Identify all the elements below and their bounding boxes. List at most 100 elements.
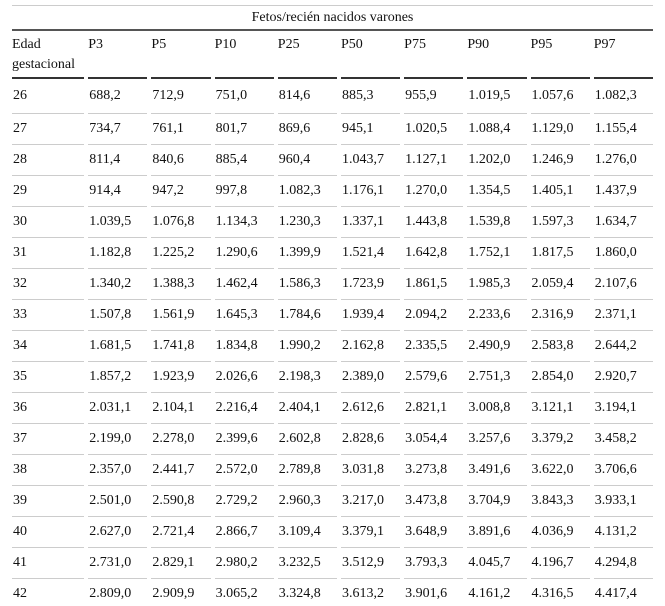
table-cell: 2.602,8 bbox=[277, 424, 337, 455]
table-row: 40 2.627,0 2.721,4 2.866,7 3.109,4 3.379,1 3.6… bbox=[12, 517, 653, 548]
table-cell: 945,1 bbox=[340, 114, 401, 145]
table-cell: 3.891,6 bbox=[467, 517, 527, 548]
table-cell: 3.512,9 bbox=[340, 548, 401, 579]
table-cell: 2.828,6 bbox=[340, 424, 401, 455]
table-cell: 1.437,9 bbox=[593, 176, 653, 207]
table-cell: 2.644,2 bbox=[593, 331, 653, 362]
table-cell: 2.216,4 bbox=[214, 393, 274, 424]
table-cell: 1.354,5 bbox=[467, 176, 527, 207]
column-header: P10 bbox=[214, 31, 274, 79]
table-cell: 2.026,6 bbox=[214, 362, 274, 393]
table-cell: 2.371,1 bbox=[593, 300, 653, 331]
table-cell: 3.031,8 bbox=[340, 455, 401, 486]
table-cell: 4.196,7 bbox=[530, 548, 590, 579]
table-cell: 2.031,1 bbox=[88, 393, 148, 424]
table-cell: 869,6 bbox=[277, 114, 337, 145]
table-cell: 1.176,1 bbox=[340, 176, 401, 207]
table-cell: 885,4 bbox=[214, 145, 274, 176]
row-label: 32 bbox=[12, 269, 85, 300]
table-cell: 914,4 bbox=[88, 176, 148, 207]
table-cell: 2.854,0 bbox=[530, 362, 590, 393]
row-label: 35 bbox=[12, 362, 85, 393]
table-cell: 4.294,8 bbox=[593, 548, 653, 579]
row-label: 39 bbox=[12, 486, 85, 517]
row-label: 27 bbox=[12, 114, 85, 145]
row-label: 29 bbox=[12, 176, 85, 207]
table-cell: 3.065,2 bbox=[215, 579, 274, 606]
table-cell: 1.202,0 bbox=[467, 145, 527, 176]
table-cell: 1.082,3 bbox=[277, 176, 337, 207]
table-cell: 3.054,4 bbox=[404, 424, 464, 455]
table-cell: 1.088,4 bbox=[467, 114, 527, 145]
table-row: 30 1.039,5 1.076,8 1.134,3 1.230,3 1.337,1 1.4… bbox=[12, 207, 653, 238]
table-cell: 2.162,8 bbox=[340, 331, 401, 362]
table-cell: 3.648,9 bbox=[404, 517, 464, 548]
table-cell: 1.784,6 bbox=[277, 300, 337, 331]
table-cell: 1.521,4 bbox=[340, 238, 401, 269]
row-label: 31 bbox=[12, 238, 85, 269]
table-row: 42 2.809,0 2.909,9 3.065,2 3.324,8 3.613,2 3.9… bbox=[12, 579, 653, 606]
table-cell: 4.045,7 bbox=[467, 548, 527, 579]
table-cell: 3.232,5 bbox=[277, 548, 337, 579]
table-cell: 1.443,8 bbox=[404, 207, 464, 238]
table-cell: 2.627,0 bbox=[88, 517, 148, 548]
table-cell: 1.752,1 bbox=[467, 238, 527, 269]
table-cell: 761,1 bbox=[151, 114, 211, 145]
table-cell: 1.082,3 bbox=[593, 79, 653, 114]
table-cell: 688,2 bbox=[88, 79, 148, 114]
data-table: Fetos/recién nacidos varones Edad gestac… bbox=[8, 5, 657, 606]
table-cell: 2.316,9 bbox=[530, 300, 590, 331]
table-cell: 712,9 bbox=[151, 79, 211, 114]
row-label: 34 bbox=[12, 331, 85, 362]
table-cell: 1.290,6 bbox=[214, 238, 274, 269]
table-cell: 1.127,1 bbox=[404, 145, 464, 176]
table-cell: 2.729,2 bbox=[214, 486, 274, 517]
table-cell: 1.399,9 bbox=[277, 238, 337, 269]
row-label: 30 bbox=[12, 207, 85, 238]
table-cell: 2.104,1 bbox=[151, 393, 211, 424]
column-header: Edad gestacional bbox=[12, 31, 85, 79]
table-cell: 3.933,1 bbox=[593, 486, 653, 517]
table-cell: 2.829,1 bbox=[151, 548, 211, 579]
table-cell: 2.107,6 bbox=[593, 269, 653, 300]
table-cell: 2.357,0 bbox=[88, 455, 148, 486]
table-cell: 1.645,3 bbox=[214, 300, 274, 331]
table-cell: 751,0 bbox=[214, 79, 274, 114]
column-header: P75 bbox=[404, 31, 464, 79]
table-cell: 3.843,3 bbox=[530, 486, 590, 517]
table-cell: 1.337,1 bbox=[340, 207, 401, 238]
table-cell: 1.019,5 bbox=[467, 79, 527, 114]
column-header: P25 bbox=[277, 31, 337, 79]
table-cell: 1.182,8 bbox=[88, 238, 148, 269]
table-cell: 4.316,5 bbox=[531, 579, 590, 606]
table-cell: 1.939,4 bbox=[340, 300, 401, 331]
table-cell: 2.789,8 bbox=[277, 455, 337, 486]
table-cell: 1.246,9 bbox=[530, 145, 590, 176]
table-cell: 811,4 bbox=[88, 145, 148, 176]
table-cell: 1.817,5 bbox=[530, 238, 590, 269]
table-cell: 1.642,8 bbox=[404, 238, 464, 269]
header-row: Edad gestacional P3 P5 P10 P25 P50 P75 P90 P95 P9… bbox=[12, 31, 653, 79]
table-cell: 3.121,1 bbox=[530, 393, 590, 424]
table-cell: 3.008,8 bbox=[467, 393, 527, 424]
table-cell: 1.462,4 bbox=[214, 269, 274, 300]
table-row: 32 1.340,2 1.388,3 1.462,4 1.586,3 1.723,9 1.8… bbox=[12, 269, 653, 300]
table-cell: 734,7 bbox=[88, 114, 148, 145]
table-cell: 3.901,6 bbox=[404, 579, 463, 606]
table-cell: 1.155,4 bbox=[593, 114, 653, 145]
table-cell: 3.379,2 bbox=[530, 424, 590, 455]
table-row: 35 1.857,2 1.923,9 2.026,6 2.198,3 2.389,0 2.5… bbox=[12, 362, 653, 393]
column-header: P50 bbox=[340, 31, 401, 79]
column-header: P95 bbox=[530, 31, 590, 79]
table-cell: 2.094,2 bbox=[404, 300, 464, 331]
table-cell: 2.490,9 bbox=[467, 331, 527, 362]
table-cell: 1.561,9 bbox=[151, 300, 211, 331]
table-cell: 4.036,9 bbox=[530, 517, 590, 548]
column-header: P3 bbox=[88, 31, 148, 79]
row-label: 36 bbox=[12, 393, 85, 424]
table-cell: 1.539,8 bbox=[467, 207, 527, 238]
column-header: P5 bbox=[151, 31, 211, 79]
row-label: 41 bbox=[12, 548, 85, 579]
table-cell: 3.458,2 bbox=[593, 424, 653, 455]
table-cell: 2.278,0 bbox=[151, 424, 211, 455]
